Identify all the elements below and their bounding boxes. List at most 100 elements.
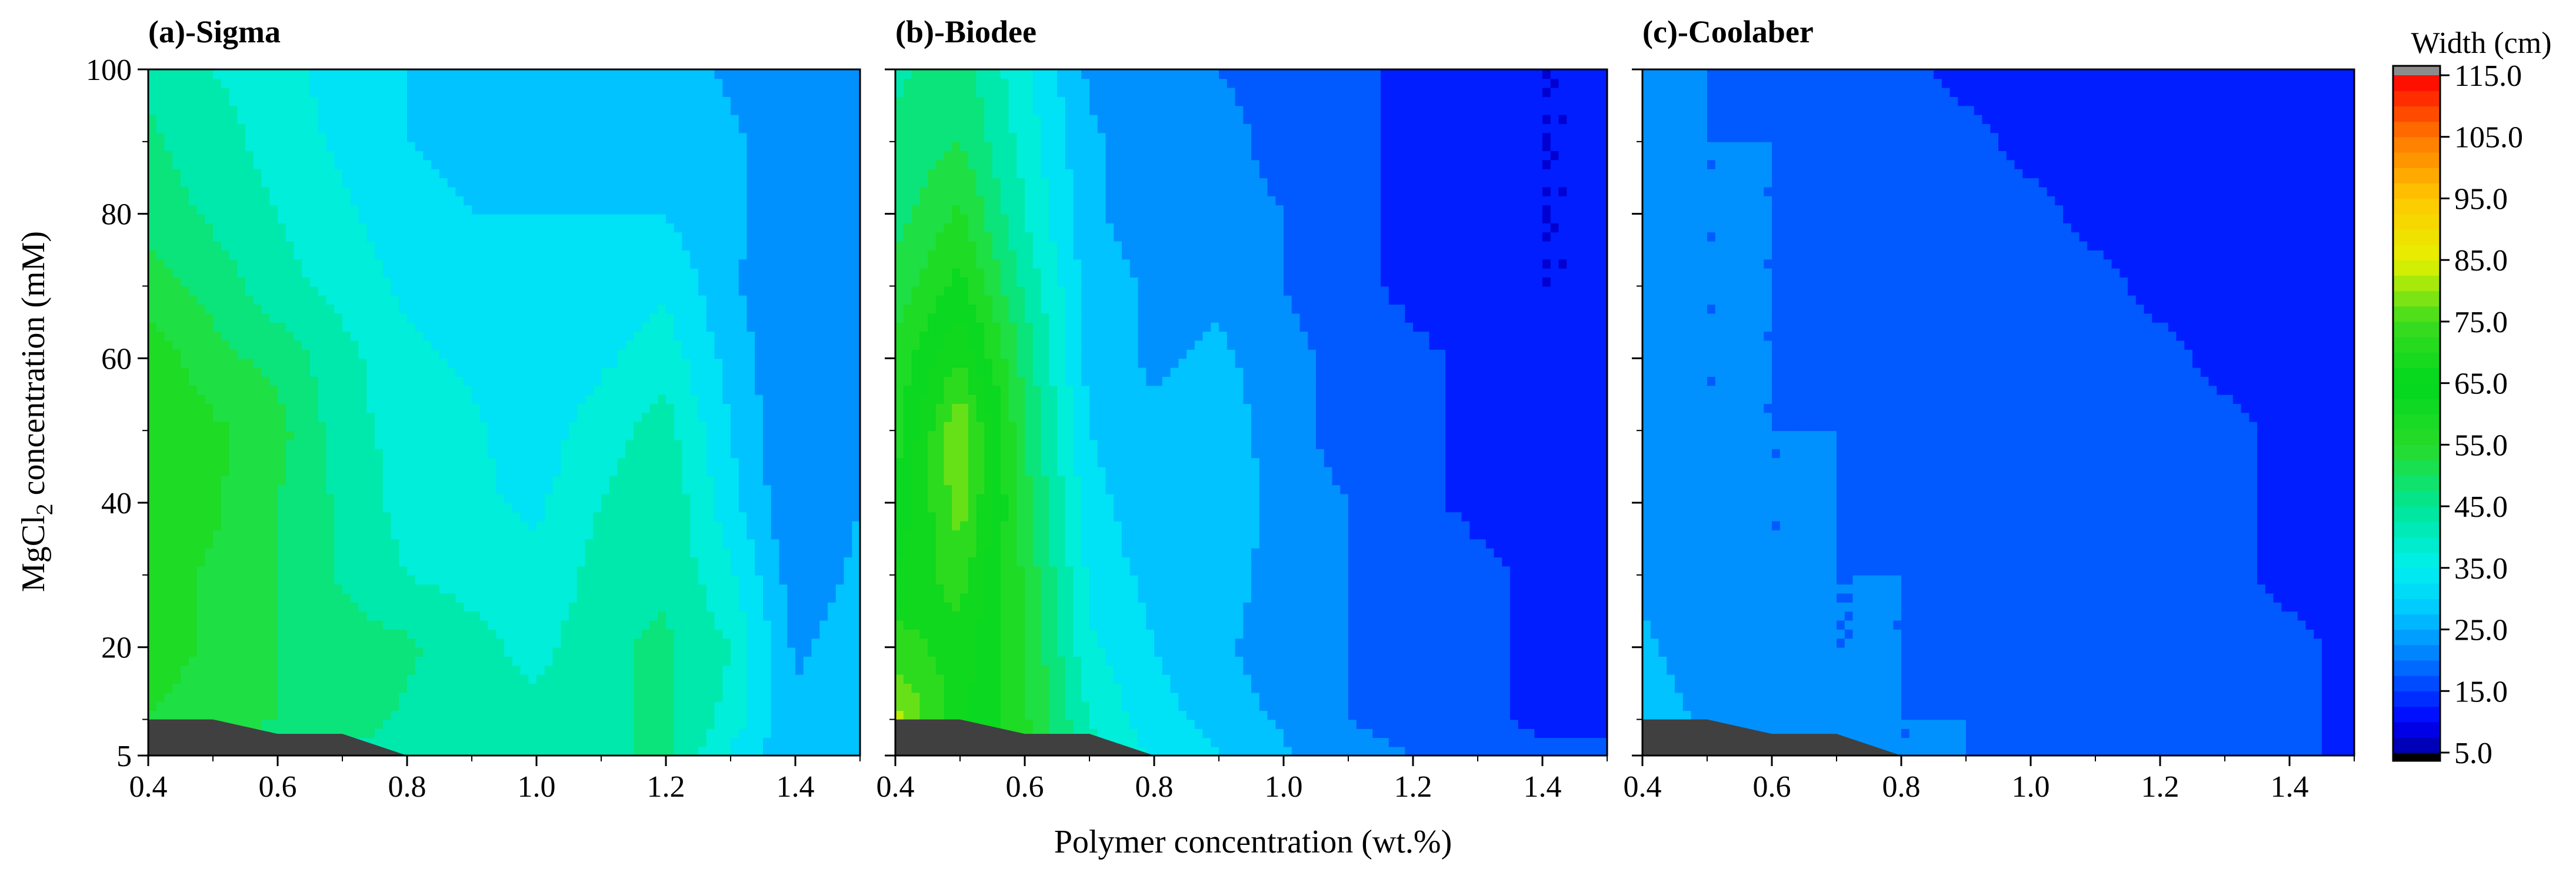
heatmap-cell	[601, 250, 610, 260]
heatmap-cell	[439, 557, 448, 567]
heatmap-cell	[148, 159, 157, 169]
heatmap-cell	[205, 69, 214, 79]
heatmap-cell	[431, 385, 440, 395]
heatmap-cell	[302, 593, 311, 603]
heatmap-cell	[479, 394, 489, 404]
heatmap-cell	[221, 566, 230, 576]
heatmap-cell	[205, 493, 214, 503]
heatmap-cell	[415, 638, 424, 648]
heatmap-cell	[334, 574, 343, 585]
heatmap-cell	[431, 259, 440, 269]
heatmap-cell	[237, 403, 246, 413]
heatmap-cell	[504, 647, 513, 657]
heatmap-cell	[196, 710, 206, 720]
heatmap-cell	[310, 286, 319, 296]
heatmap-cell	[536, 250, 545, 260]
heatmap-cell	[407, 611, 416, 621]
heatmap-cell	[601, 87, 610, 97]
heatmap-cell	[496, 132, 505, 142]
heatmap-cell	[423, 123, 432, 133]
heatmap-cell	[326, 620, 335, 630]
heatmap-cell	[269, 656, 278, 666]
heatmap-cell	[447, 376, 456, 386]
heatmap-cell	[350, 78, 359, 88]
heatmap-cell	[569, 295, 578, 305]
heatmap-cell	[415, 367, 424, 377]
heatmap-cell	[326, 394, 335, 404]
heatmap-cell	[569, 566, 578, 576]
heatmap-cell	[544, 223, 554, 233]
heatmap-cell	[455, 240, 465, 250]
heatmap-cell	[576, 656, 586, 666]
heatmap-cell	[382, 105, 392, 115]
heatmap-cell	[576, 232, 586, 242]
heatmap-cell	[666, 421, 675, 432]
heatmap-cell	[302, 466, 311, 476]
heatmap-cell	[213, 448, 222, 459]
heatmap-cell	[634, 114, 642, 124]
heatmap-cell	[658, 123, 667, 133]
heatmap-cell	[666, 151, 675, 161]
heatmap-cell	[617, 69, 626, 79]
heatmap-cell	[512, 259, 521, 269]
heatmap-cell	[674, 367, 683, 377]
heatmap-cell	[181, 512, 189, 522]
heatmap-cell	[496, 466, 505, 476]
heatmap-cell	[479, 683, 489, 693]
heatmap-cell	[253, 692, 262, 702]
heatmap-cell	[213, 566, 222, 576]
heatmap-cell	[294, 223, 303, 233]
heatmap-cell	[399, 547, 408, 557]
heatmap-cell	[382, 277, 392, 287]
heatmap-cell	[245, 123, 254, 133]
heatmap-cell	[634, 728, 642, 738]
heatmap-cell	[237, 304, 246, 314]
heatmap-cell	[350, 493, 359, 503]
heatmap-cell	[350, 114, 359, 124]
heatmap-cell	[261, 205, 271, 215]
heatmap-cell	[294, 539, 303, 549]
heatmap-cell	[625, 403, 634, 413]
heatmap-cell	[674, 584, 683, 594]
heatmap-cell	[261, 268, 271, 278]
heatmap-cell	[366, 448, 375, 459]
heatmap-cell	[464, 105, 472, 115]
heatmap-cell	[609, 710, 618, 720]
heatmap-cell	[601, 539, 610, 549]
heatmap-cell	[350, 719, 359, 729]
heatmap-cell	[188, 394, 198, 404]
heatmap-cell	[318, 584, 327, 594]
heatmap-cell	[156, 250, 165, 260]
heatmap-cell	[593, 520, 602, 530]
heatmap-cell	[658, 205, 667, 215]
heatmap-cell	[221, 574, 230, 585]
heatmap-cell	[601, 105, 610, 115]
heatmap-cell	[391, 710, 400, 720]
heatmap-cell	[205, 484, 214, 494]
heatmap-cell	[439, 259, 448, 269]
heatmap-cell	[350, 692, 359, 702]
heatmap-cell	[366, 593, 375, 603]
heatmap-cell	[666, 566, 675, 576]
heatmap-cell	[488, 385, 497, 395]
heatmap-cell	[488, 430, 497, 440]
heatmap-cell	[148, 69, 157, 79]
heatmap-cell	[213, 151, 222, 161]
heatmap-cell	[585, 151, 594, 161]
heatmap-cell	[334, 593, 343, 603]
heatmap-cell	[496, 701, 505, 711]
heatmap-cell	[472, 322, 481, 332]
heatmap-cell	[641, 638, 651, 648]
heatmap-cell	[658, 213, 667, 223]
heatmap-cell	[561, 547, 569, 557]
heatmap-cell	[439, 539, 448, 549]
heatmap-cell	[649, 168, 659, 179]
heatmap-cell	[407, 223, 416, 233]
heatmap-cell	[601, 213, 610, 223]
heatmap-cell	[536, 178, 545, 188]
heatmap-cell	[334, 692, 343, 702]
heatmap-cell	[496, 340, 505, 350]
heatmap-cell	[382, 250, 392, 260]
heatmap-cell	[528, 168, 537, 179]
heatmap-cell	[269, 114, 278, 124]
